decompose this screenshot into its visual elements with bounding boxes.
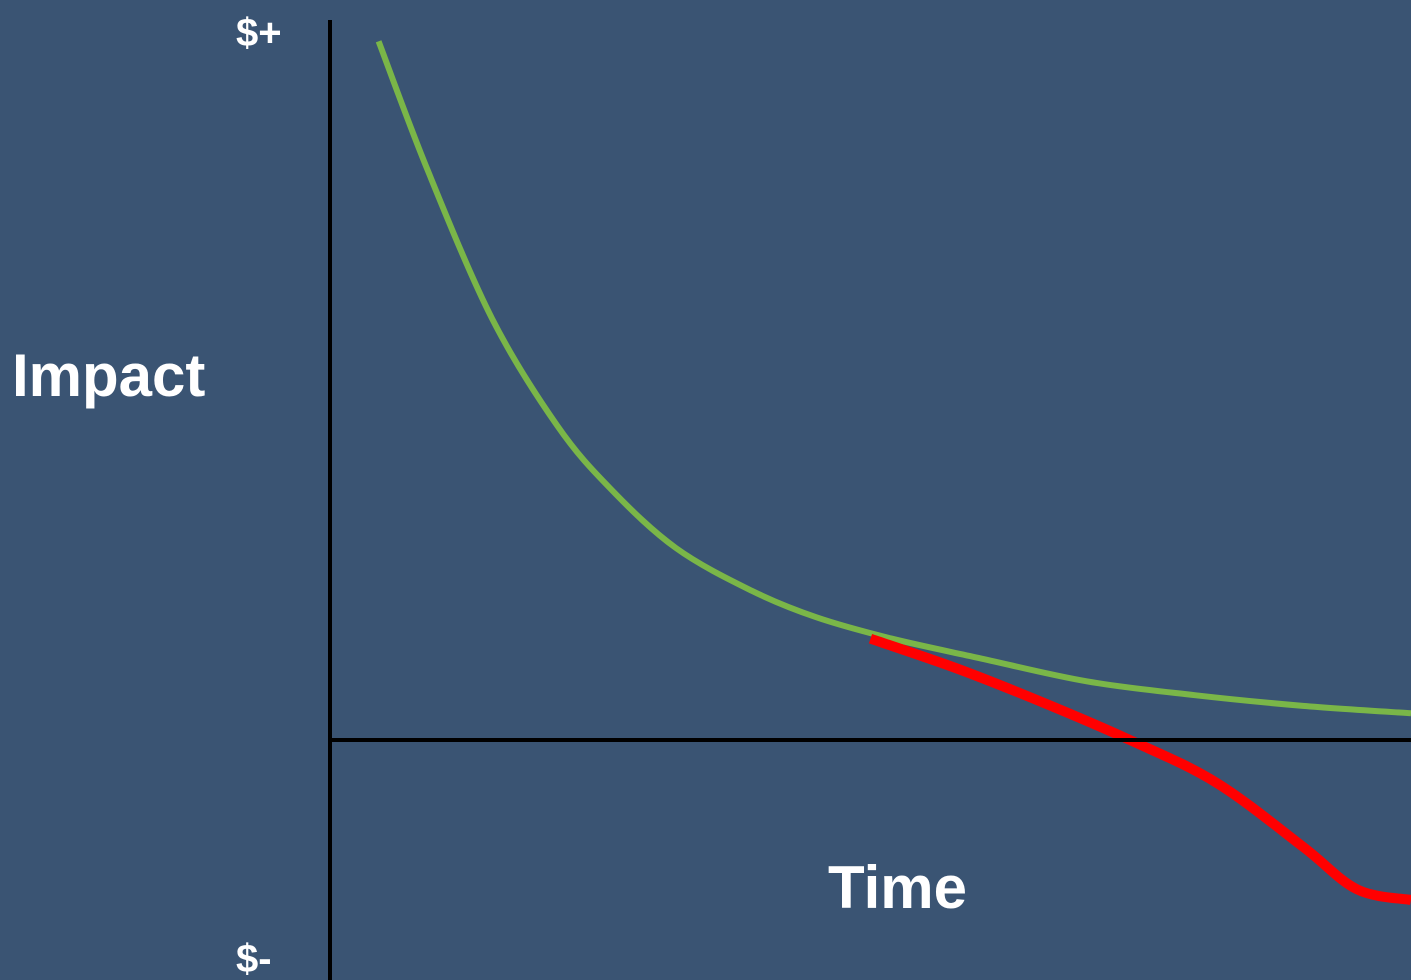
- x-axis-label: Time: [828, 854, 967, 921]
- series-layer: [375, 40, 1411, 905]
- series-line-red: [868, 633, 1411, 905]
- series-line-green: [375, 40, 1411, 717]
- y-axis-bottom-label: $-: [236, 937, 272, 980]
- y-axis-label: Impact: [12, 342, 205, 409]
- y-axis-top-label: $+: [236, 11, 282, 55]
